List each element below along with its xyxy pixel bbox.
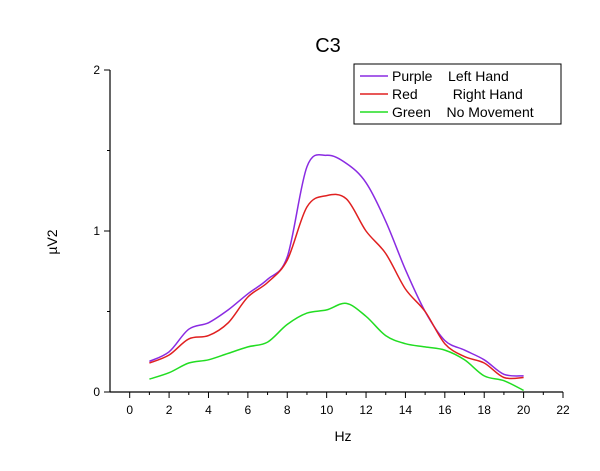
legend-box — [353, 63, 562, 125]
x-tick-label: 20 — [517, 403, 531, 417]
x-tick-label: 18 — [478, 403, 492, 417]
legend: Purple Left Hand Red Right Hand Green No M… — [353, 63, 562, 125]
x-tick-label: 4 — [205, 403, 212, 417]
x-tick-label: 22 — [556, 403, 570, 417]
series-line-2 — [149, 193, 524, 380]
x-axis-label: Hz — [334, 428, 351, 444]
y-tick-label: 1 — [93, 224, 100, 238]
x-tick-label: 0 — [126, 403, 133, 417]
x-tick-label: 10 — [320, 403, 334, 417]
chart-title: C3 — [315, 35, 341, 57]
series-lines — [149, 153, 524, 392]
series-line-1 — [149, 153, 524, 377]
x-tick-label: 8 — [284, 403, 291, 417]
legend-label-1: Purple Left Hand — [392, 68, 509, 84]
x-tick-label: 16 — [438, 403, 452, 417]
x-tick-label: 14 — [399, 403, 413, 417]
x-tick-label: 12 — [359, 403, 373, 417]
x-tick-label: 6 — [245, 403, 252, 417]
legend-label-3: Green No Movement — [392, 104, 534, 120]
legend-label-2: Red Right Hand — [392, 86, 523, 102]
y-tick-label: 0 — [93, 385, 100, 399]
y-axis-label: µV2 — [44, 229, 60, 254]
y-tick-label: 2 — [93, 63, 100, 77]
series-line-3 — [149, 302, 524, 392]
x-tick-label: 2 — [166, 403, 173, 417]
